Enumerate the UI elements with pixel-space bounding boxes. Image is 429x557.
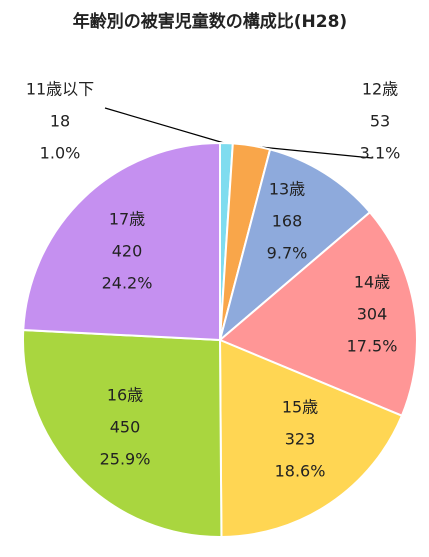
pie-slice <box>218 210 418 418</box>
pie-slice <box>22 141 221 342</box>
slice-label: 16歳 <box>107 386 143 405</box>
slice-percent: 17.5% <box>347 337 398 356</box>
slice-label: 12歳 <box>362 80 398 99</box>
slice-percent: 1.0% <box>40 144 81 163</box>
slice-value: 53 <box>370 112 390 131</box>
chart-title: 年齢別の被害児童数の構成比(H28) <box>73 11 347 32</box>
slice-percent: 9.7% <box>267 244 308 263</box>
slice-value: 18 <box>50 112 70 131</box>
slice-label: 17歳 <box>109 210 145 229</box>
slice-value: 420 <box>112 242 143 261</box>
leader-line <box>249 145 373 159</box>
slice-label: 11歳以下 <box>26 80 94 99</box>
slice-value: 304 <box>357 305 388 324</box>
slice-label: 13歳 <box>269 180 305 199</box>
slice-percent: 3.1% <box>360 144 401 163</box>
pie-slice <box>218 338 404 539</box>
slice-value: 168 <box>272 212 303 231</box>
pie-slice <box>22 328 223 538</box>
slice-label: 15歳 <box>282 398 318 417</box>
slice-value: 450 <box>110 418 141 437</box>
pie-slice <box>218 148 372 343</box>
slice-percent: 24.2% <box>102 274 153 293</box>
slice-label: 14歳 <box>354 273 390 292</box>
leader-line <box>104 107 225 144</box>
slice-percent: 18.6% <box>275 462 326 481</box>
slice-percent: 25.9% <box>100 450 151 469</box>
slice-value: 323 <box>285 430 316 449</box>
